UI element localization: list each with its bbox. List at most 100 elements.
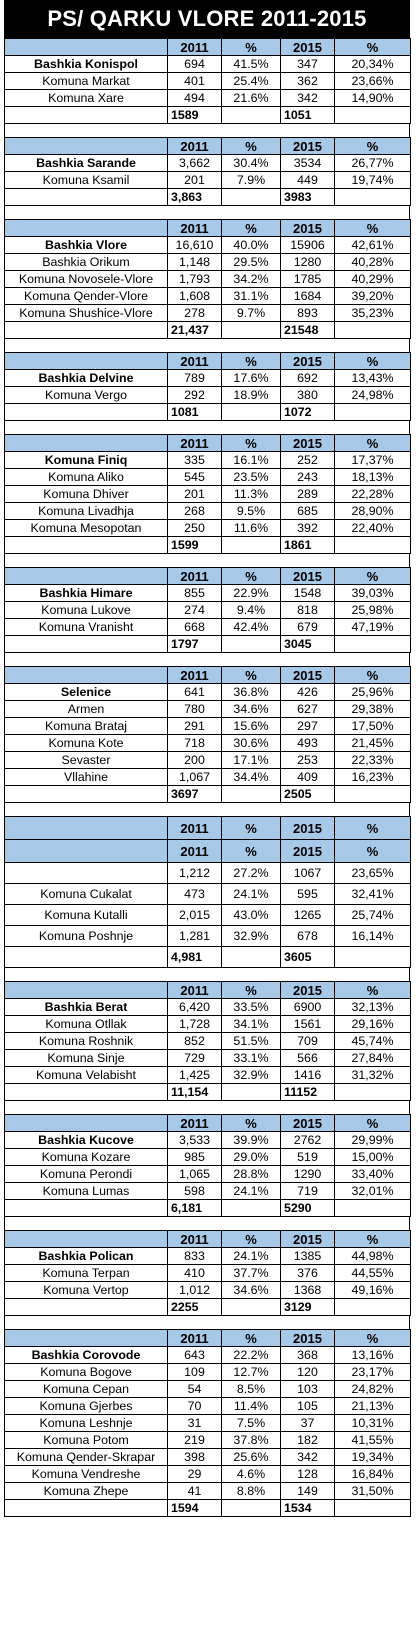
percent-2011: 11.4%: [221, 1397, 281, 1415]
percent-2015: 29,99%: [334, 1131, 411, 1149]
percent-2015: 22,28%: [334, 485, 411, 503]
total-row: 2255 3129: [4, 1298, 411, 1316]
percent-2015: 17,50%: [334, 717, 411, 735]
value-2015: 519: [280, 1148, 335, 1166]
value-2015: 1548: [280, 584, 335, 602]
total-empty-cell: [221, 536, 281, 554]
percent-2011: 41.5%: [221, 55, 281, 73]
header-row: 2011% 2015%: [4, 137, 411, 155]
total-empty-cell: [334, 321, 411, 339]
percent-2011: 25.6%: [221, 1448, 281, 1466]
unit-name: Komuna Zhepe: [4, 1482, 168, 1500]
total-empty-cell: [221, 785, 281, 803]
percent-2015: 19,74%: [334, 171, 411, 189]
percent-2011: 24.1%: [221, 883, 281, 905]
table-row: Komuna Perondi 1,065 28.8% 1290 33,40%: [4, 1165, 411, 1183]
unit-name: Bashkia Vlore: [4, 236, 168, 254]
total-2015: 3129: [280, 1298, 335, 1316]
total-label-cell: [4, 188, 168, 206]
header-2015: 2015: [280, 137, 335, 155]
header-2011: 2011: [167, 219, 222, 237]
value-2015: 1067: [280, 862, 335, 884]
total-row: 21,437 21548: [4, 321, 411, 339]
value-2011: 3,533: [167, 1131, 222, 1149]
value-2015: 253: [280, 751, 335, 769]
percent-2015: 31,50%: [334, 1482, 411, 1500]
unit-name: Komuna Cepan: [4, 1380, 168, 1398]
value-2011: 1,793: [167, 270, 222, 288]
header-row: 2011% 2015%: [4, 1114, 411, 1132]
value-2015: 105: [280, 1397, 335, 1415]
value-2011: 1,608: [167, 287, 222, 305]
header-percent-2011: %: [221, 1329, 281, 1347]
value-2011: 54: [167, 1380, 222, 1398]
region-table: 2011% 2015% Bashkia Polican 833 24.1% 1385 44,…: [4, 1230, 411, 1316]
total-2011: 11,154: [167, 1083, 222, 1101]
table-row: Bashkia Konispol 694 41.5% 347 20,34%: [4, 55, 411, 73]
percent-2011: 21.6%: [221, 89, 281, 107]
header-2011: 2011: [167, 981, 222, 999]
table-row: Komuna Velabisht 1,425 32.9% 1416 31,32%: [4, 1066, 411, 1084]
value-2015: 709: [280, 1032, 335, 1050]
total-row: 1797 3045: [4, 635, 411, 653]
total-empty-cell: [334, 635, 411, 653]
header-percent-2015: %: [334, 1329, 411, 1347]
document-page: PS/ QARKU VLORE 2011-2015 2011% 2015% Bash…: [4, 0, 411, 1517]
header-percent-2015: %: [334, 434, 411, 452]
unit-name: Komuna Vergo: [4, 386, 168, 404]
percent-2015: 20,34%: [334, 55, 411, 73]
percent-2015: 44,98%: [334, 1247, 411, 1265]
percent-2015: 45,74%: [334, 1032, 411, 1050]
unit-name: Komuna Ksamil: [4, 171, 168, 189]
unit-name: Komuna Shushice-Vlore: [4, 304, 168, 322]
percent-2011: 22.2%: [221, 1346, 281, 1364]
value-2011: 410: [167, 1264, 222, 1282]
table-row: Komuna Kozare 985 29.0% 519 15,00%: [4, 1148, 411, 1166]
region-table: 2011% 2015% Selenice 641 36.8% 426 25,96% Armen…: [4, 666, 411, 803]
total-2011: 1081: [167, 403, 222, 421]
total-row: 3697 2505: [4, 785, 411, 803]
percent-2015: 40,29%: [334, 270, 411, 288]
table-row: Komuna Cukalat 473 24.1% 595 32,41%: [4, 883, 411, 905]
percent-2011: 9.4%: [221, 601, 281, 619]
percent-2011: 37.8%: [221, 1431, 281, 1449]
percent-2011: 17.6%: [221, 369, 281, 387]
header-row: 2011% 2015%: [4, 839, 411, 863]
percent-2015: 22,40%: [334, 519, 411, 537]
percent-2015: 41,55%: [334, 1431, 411, 1449]
header-2011: 2011: [167, 1329, 222, 1347]
unit-name: Bashkia Polican: [4, 1247, 168, 1265]
header-2015: 2015: [280, 816, 335, 840]
table-row: Armen 780 34.6% 627 29,38%: [4, 700, 411, 718]
total-2011: 1594: [167, 1499, 222, 1517]
header-empty-cell: [4, 38, 168, 56]
unit-name: Komuna Otllak: [4, 1015, 168, 1033]
value-2015: 15906: [280, 236, 335, 254]
table-row: Komuna Qender-Vlore 1,608 31.1% 1684 39,20%: [4, 287, 411, 305]
table-row: Komuna Kote 718 30.6% 493 21,45%: [4, 734, 411, 752]
total-empty-cell: [334, 1298, 411, 1316]
total-row: 1081 1072: [4, 403, 411, 421]
total-2015: 3045: [280, 635, 335, 653]
total-2011: 3697: [167, 785, 222, 803]
region-table: 2011% 2015% Bashkia Kucove 3,533 39.9% 2762 29…: [4, 1114, 411, 1217]
value-2011: 219: [167, 1431, 222, 1449]
header-row: 2011% 2015%: [4, 1230, 411, 1248]
percent-2011: 43.0%: [221, 904, 281, 926]
percent-2015: 32,01%: [334, 1182, 411, 1200]
value-2015: 409: [280, 768, 335, 786]
table-row: Komuna Brataj 291 15.6% 297 17,50%: [4, 717, 411, 735]
header-row: 2011% 2015%: [4, 352, 411, 370]
total-empty-cell: [334, 188, 411, 206]
value-2011: 1,425: [167, 1066, 222, 1084]
unit-name: Komuna Dhiver: [4, 485, 168, 503]
table-row: Bashkia Delvine 789 17.6% 692 13,43%: [4, 369, 411, 387]
value-2011: 473: [167, 883, 222, 905]
header-2011: 2011: [167, 816, 222, 840]
region-table: 2011% 2015% Bashkia Corovode 643 22.2% 368 13,…: [4, 1329, 411, 1517]
header-percent-2011: %: [221, 1230, 281, 1248]
percent-2015: 16,14%: [334, 925, 411, 947]
table-row: Sevaster 200 17.1% 253 22,33%: [4, 751, 411, 769]
table-row: Komuna Vendreshe 29 4.6% 128 16,84%: [4, 1465, 411, 1483]
percent-2015: 44,55%: [334, 1264, 411, 1282]
